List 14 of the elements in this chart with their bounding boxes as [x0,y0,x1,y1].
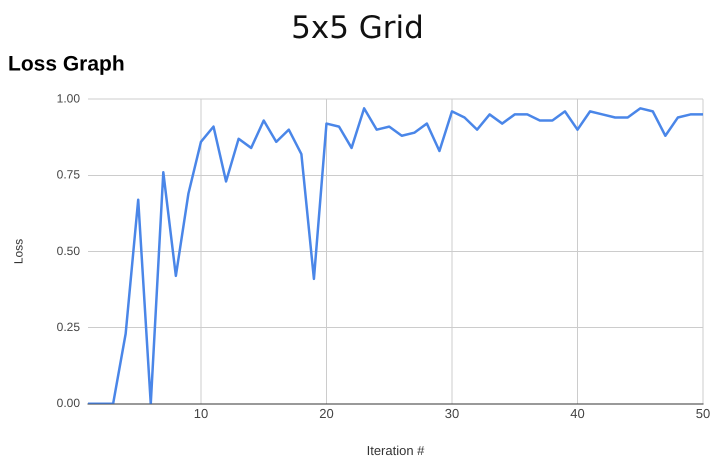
x-tick-label: 50 [696,406,710,422]
x-axis-title: Iteration # [366,442,426,458]
y-tick-label: 0.75 [56,168,80,182]
y-axis-title: Loss [12,238,26,264]
chart-subtitle: Loss Graph [8,52,125,76]
x-tick-label: 40 [570,406,585,422]
y-tick-label: 0.50 [56,244,80,258]
chart-title: 5x5 Grid [290,9,425,48]
y-tick-label: 0.25 [56,320,80,334]
y-tick-label: 1.00 [56,92,80,106]
y-tick-label: 0.00 [56,396,80,410]
x-tick-label: 20 [319,406,334,422]
x-tick-label: 30 [444,406,460,422]
x-tick-label: 10 [194,406,208,422]
